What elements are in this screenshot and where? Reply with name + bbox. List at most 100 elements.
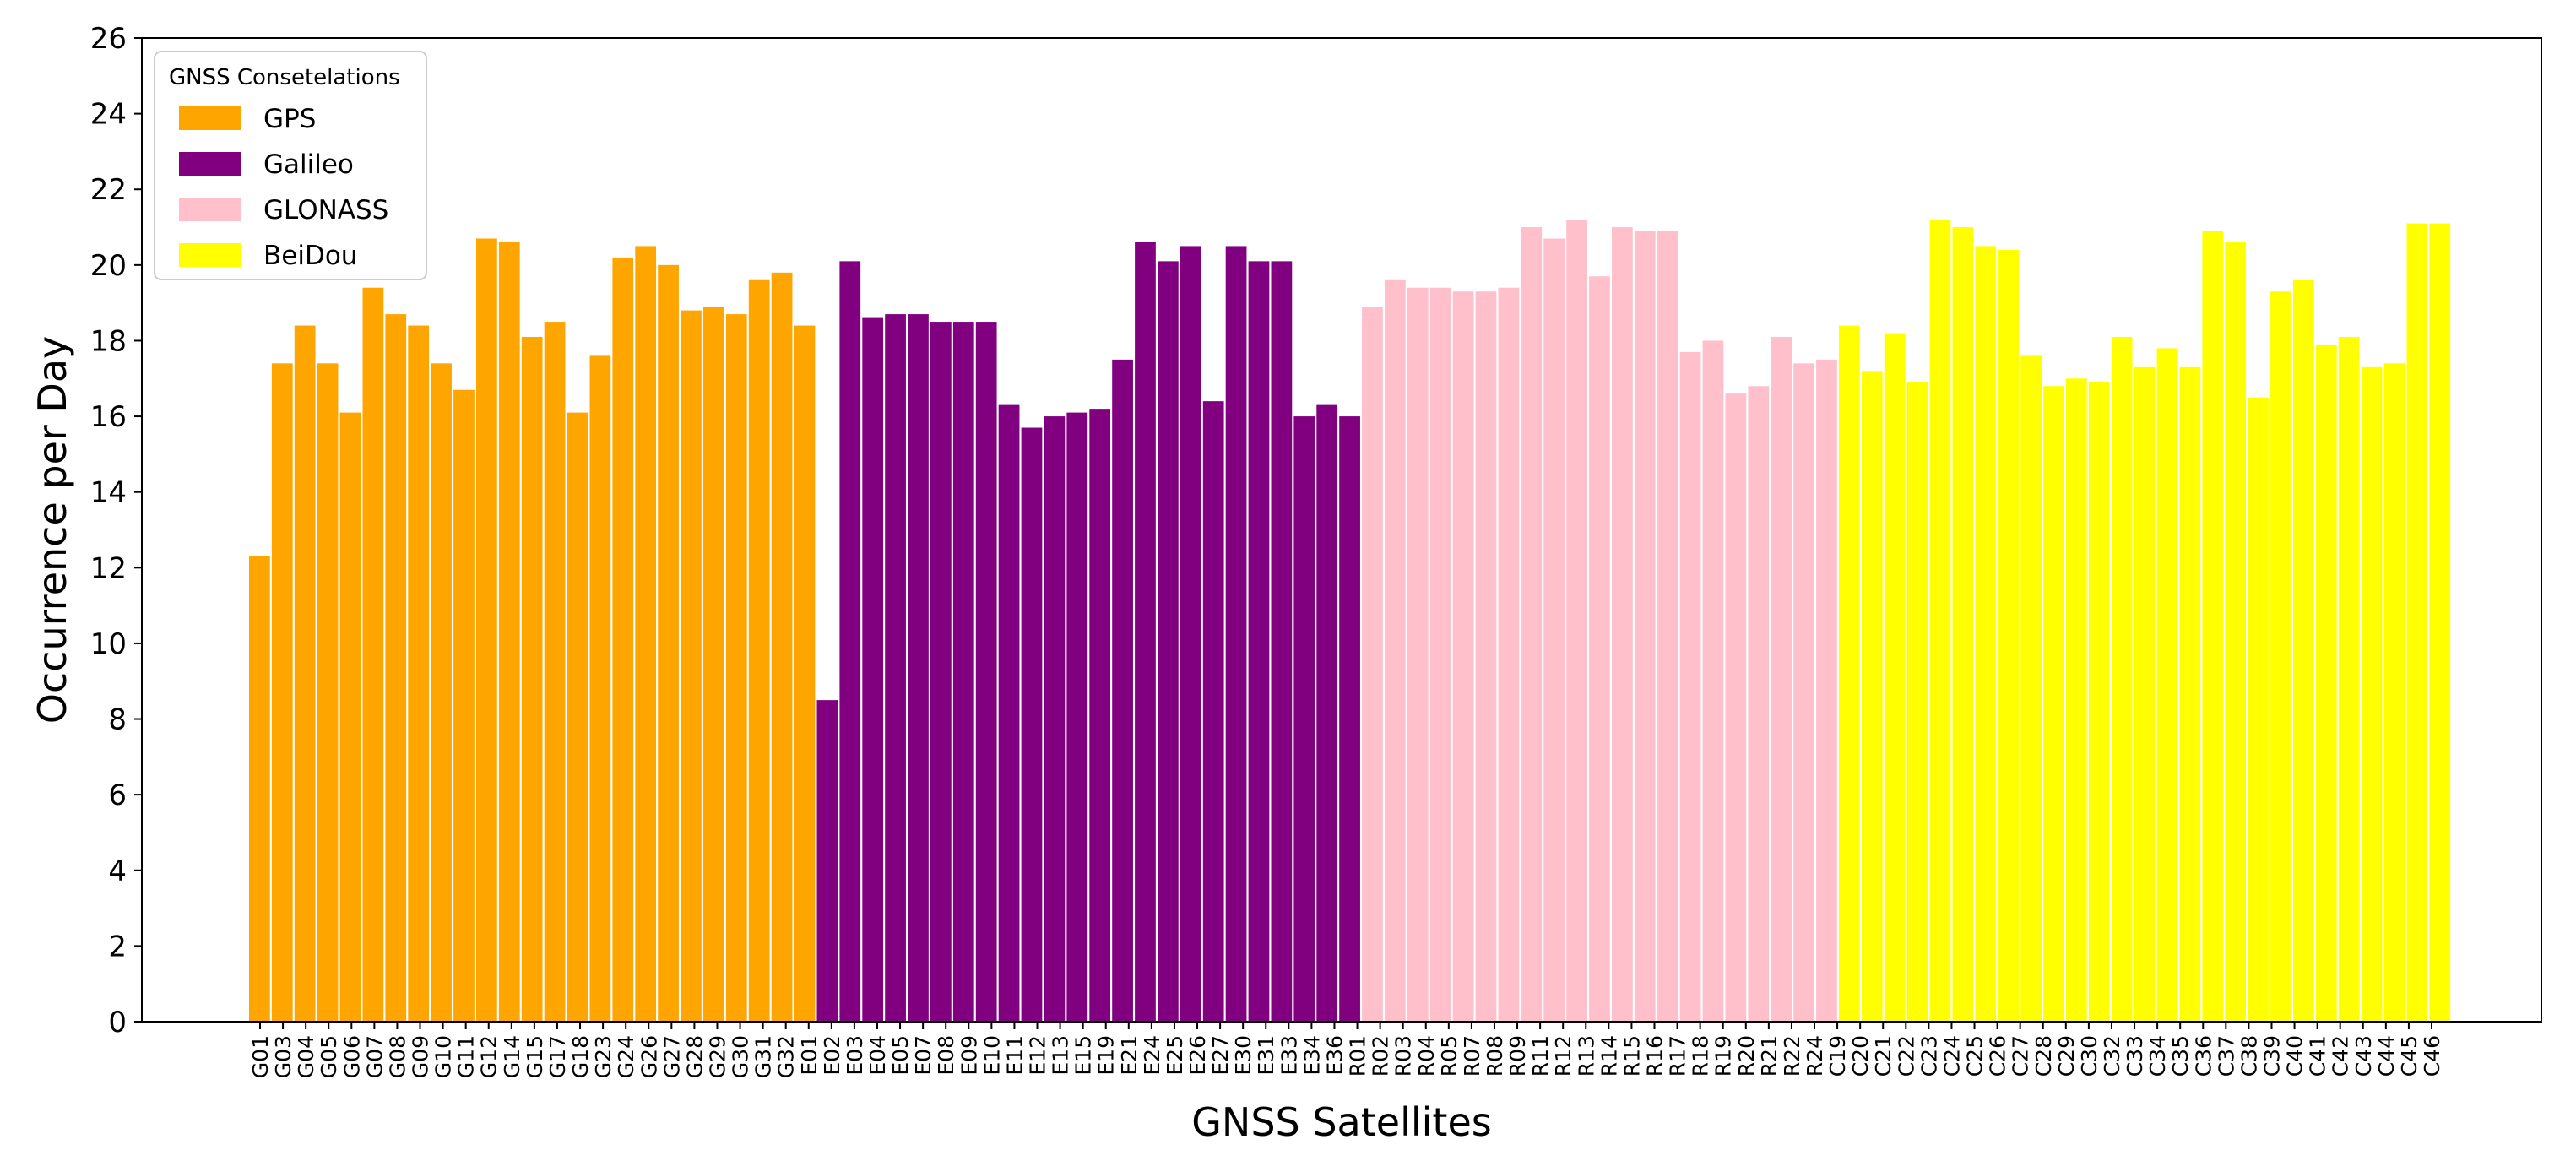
x-tick-label-e36: E36	[1322, 1035, 1347, 1076]
bar-r15	[1634, 231, 1656, 1022]
x-tick-label-e13: E13	[1049, 1035, 1073, 1076]
bar-e27	[1225, 246, 1247, 1022]
bar-c41	[2315, 344, 2337, 1022]
x-tick-label-g04: G04	[294, 1035, 318, 1078]
x-tick-label-e11: E11	[1002, 1035, 1027, 1076]
x-tick-label-e12: E12	[1026, 1035, 1050, 1076]
x-tick-label-g29: G29	[705, 1035, 729, 1078]
x-tick-label-e21: E21	[1117, 1035, 1142, 1076]
y-tick-label-4: 4	[108, 854, 127, 888]
bar-g18	[567, 412, 588, 1023]
bar-g11	[453, 389, 475, 1023]
bar-g15	[521, 336, 543, 1023]
x-tick-label-g26: G26	[637, 1035, 661, 1078]
x-tick-label-c45: C45	[2397, 1035, 2421, 1077]
x-tick-label-r21: R21	[1757, 1035, 1782, 1077]
x-tick-label-g15: G15	[523, 1035, 547, 1078]
bar-c24	[1952, 227, 1974, 1022]
x-tick-label-c23: C23	[1917, 1035, 1941, 1077]
x-tick-label-g14: G14	[500, 1035, 524, 1078]
bar-c33	[2134, 366, 2156, 1023]
legend: GNSS Consetelations GPS Galileo GLONASS BeiD…	[154, 51, 427, 280]
bar-r22	[1793, 363, 1814, 1023]
x-tick-label-r18: R18	[1689, 1035, 1713, 1077]
x-tick-label-r09: R09	[1505, 1035, 1530, 1077]
x-tick-label-r01: R01	[1346, 1035, 1370, 1077]
bar-g23	[589, 355, 611, 1022]
x-tick-label-e04: E04	[865, 1035, 890, 1076]
x-tick-label-c36: C36	[2191, 1035, 2215, 1077]
x-tick-label-c34: C34	[2145, 1035, 2170, 1077]
x-tick-label-r04: R04	[1414, 1035, 1439, 1077]
bar-c29	[2066, 378, 2087, 1022]
x-tick-label-r08: R08	[1483, 1035, 1507, 1077]
x-tick-label-e33: E33	[1277, 1035, 1301, 1076]
bar-r07	[1475, 291, 1497, 1023]
bar-e12	[1044, 416, 1066, 1023]
bar-g31	[748, 279, 770, 1022]
bar-c25	[1975, 246, 1997, 1022]
legend-title: GNSS Consetelations	[169, 65, 400, 90]
bar-c38	[2248, 397, 2269, 1022]
x-tick-label-c20: C20	[1848, 1035, 1873, 1077]
y-tick-label-10: 10	[90, 627, 127, 661]
y-tick-label-12: 12	[90, 551, 127, 585]
bar-r11	[1543, 238, 1565, 1023]
bars-group	[249, 220, 2451, 1023]
x-tick-label-e26: E26	[1185, 1035, 1210, 1076]
bar-g09	[408, 325, 430, 1022]
bar-r04	[1429, 287, 1451, 1023]
bar-r19	[1725, 393, 1747, 1022]
bar-c28	[2043, 386, 2064, 1023]
x-tick-label-e30: E30	[1231, 1035, 1255, 1076]
x-tick-label-e08: E08	[934, 1035, 958, 1076]
x-tick-label-r19: R19	[1711, 1035, 1736, 1077]
bar-r01	[1362, 307, 1383, 1022]
x-tick-label-e03: E03	[843, 1035, 867, 1076]
x-tick-label-c22: C22	[1894, 1035, 1918, 1077]
bar-c35	[2179, 366, 2201, 1023]
bar-r24	[1816, 359, 1837, 1022]
y-tick-label-22: 22	[90, 173, 127, 207]
x-tick-label-c28: C28	[2031, 1035, 2056, 1077]
bar-r03	[1407, 287, 1429, 1023]
bar-g29	[703, 307, 724, 1022]
y-tick-label-20: 20	[90, 249, 127, 283]
bar-r18	[1702, 340, 1724, 1023]
x-tick-label-c19: C19	[1825, 1035, 1850, 1077]
x-tick-label-r13: R13	[1574, 1035, 1598, 1077]
x-tick-label-c46: C46	[2420, 1035, 2444, 1077]
bar-g14	[498, 241, 520, 1023]
bar-r21	[1771, 336, 1792, 1023]
x-tick-label-g31: G31	[751, 1035, 776, 1078]
x-tick-label-e01: E01	[797, 1035, 822, 1076]
bar-c43	[2361, 366, 2383, 1023]
bar-c20	[1861, 371, 1883, 1022]
bar-r09	[1521, 227, 1543, 1022]
x-tick-label-c24: C24	[1939, 1035, 1964, 1077]
bar-c40	[2293, 279, 2314, 1022]
x-tick-label-e09: E09	[957, 1035, 981, 1076]
bar-g10	[431, 363, 452, 1023]
bar-e04	[885, 314, 906, 1023]
x-tick-label-c33: C33	[2123, 1035, 2147, 1077]
bar-e21	[1135, 241, 1156, 1023]
x-tick-label-e31: E31	[1254, 1035, 1278, 1076]
bar-c32	[2111, 336, 2133, 1023]
bar-c45	[2406, 223, 2428, 1022]
x-tick-label-c42: C42	[2329, 1035, 2353, 1077]
bar-e31	[1271, 261, 1293, 1022]
bar-c26	[1998, 249, 2020, 1022]
bar-c42	[2338, 336, 2360, 1023]
bar-c23	[1929, 220, 1951, 1023]
x-tick-label-c26: C26	[1986, 1035, 2010, 1077]
x-tick-label-e34: E34	[1299, 1035, 1324, 1076]
x-tick-label-g05: G05	[317, 1035, 341, 1078]
bar-e10	[998, 404, 1020, 1022]
bar-c30	[2088, 382, 2110, 1022]
bar-c39	[2270, 291, 2291, 1023]
bar-e15	[1089, 409, 1111, 1022]
bar-g26	[635, 246, 657, 1022]
x-tick-label-c40: C40	[2283, 1035, 2308, 1077]
